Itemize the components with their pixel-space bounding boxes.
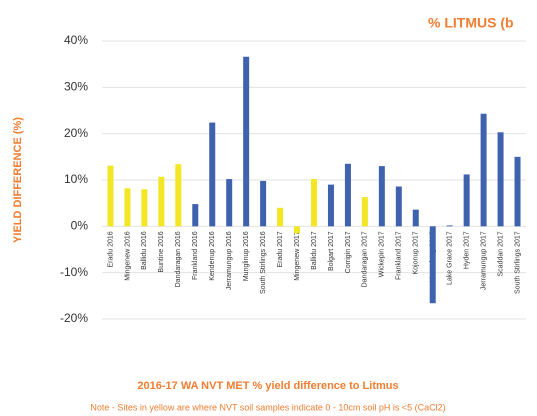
y-tick-label: 10%: [64, 172, 88, 186]
x-tick-label: Dandaragan 2016: [175, 231, 182, 287]
x-tick-label: Frankland 2017: [396, 231, 403, 280]
bar: [124, 188, 131, 227]
bar: [497, 132, 504, 227]
bar: [277, 207, 284, 227]
bar: [175, 164, 182, 227]
y-tick-label: -10%: [60, 265, 88, 279]
y-tick-label: 40%: [64, 33, 88, 47]
x-tick-label: Lake Grace 2017: [447, 231, 454, 285]
bar: [361, 197, 368, 227]
x-tick-label: Kendenup 2016: [209, 231, 216, 281]
x-tick-label: Dandaragan 2017: [362, 231, 369, 287]
bar: [294, 226, 301, 234]
bar: [480, 113, 487, 227]
y-tick-label: -20%: [60, 311, 88, 325]
x-tick-label: Mingenew 2017: [294, 231, 301, 281]
bar: [446, 225, 453, 227]
bar: [412, 209, 419, 227]
bar: [514, 156, 521, 227]
bar: [209, 122, 216, 227]
x-tick-label: Hyden 2017: [463, 231, 470, 269]
x-tick-label: Frankland 2016: [192, 231, 199, 280]
x-tick-label: Mingenew 2016: [124, 231, 131, 281]
x-tick-label: Eradu 2016: [107, 231, 114, 267]
y-axis-label: YIELD DIFFERENCE (%): [12, 117, 24, 243]
x-tick-label: Kojonup 2017: [413, 231, 420, 274]
x-tick-label: Buntine 2016: [158, 231, 165, 272]
x-tick-label: South Stirlings 2016: [260, 231, 267, 294]
y-tick-label: 0%: [71, 219, 89, 233]
bar: [463, 174, 470, 227]
bar: [429, 226, 436, 304]
x-axis-label: 2016-17 WA NVT MET % yield difference to…: [137, 380, 398, 392]
bar: [141, 189, 148, 227]
x-tick-label: Ballidu 2017: [311, 231, 318, 270]
x-tick-label: Munglinup 2016: [243, 231, 250, 281]
bar: [327, 184, 334, 227]
x-tick-label: Bolgart 2017: [328, 231, 335, 271]
y-tick-label: 20%: [64, 126, 88, 140]
bar: [311, 179, 317, 227]
x-tick-label: Corrigin 2017: [345, 231, 352, 273]
chart-title: % LITMUS (b: [428, 15, 514, 31]
x-tick-label: South Stirlings 2017: [514, 231, 521, 294]
bar: [344, 163, 351, 227]
bar: [395, 186, 402, 227]
bar: [243, 56, 250, 227]
x-tick-label: Ballidu 2016: [141, 231, 148, 270]
bar: [158, 176, 165, 227]
x-tick-label: Eradu 2017: [277, 231, 284, 267]
bar: [260, 180, 267, 227]
note: Note - Sites in yellow are where NVT soi…: [90, 402, 445, 412]
bar: [226, 179, 233, 227]
x-tick-label: Jerramungup 2017: [480, 231, 487, 290]
bar: [378, 166, 385, 227]
bar: [107, 165, 114, 227]
x-tick-label: Jerramungup 2016: [226, 231, 233, 290]
y-tick-label: 30%: [64, 80, 88, 94]
bar: [192, 204, 199, 227]
x-tick-label: Wickepin 2017: [379, 231, 386, 277]
x-tick-label: Scaddan 2017: [497, 231, 504, 276]
